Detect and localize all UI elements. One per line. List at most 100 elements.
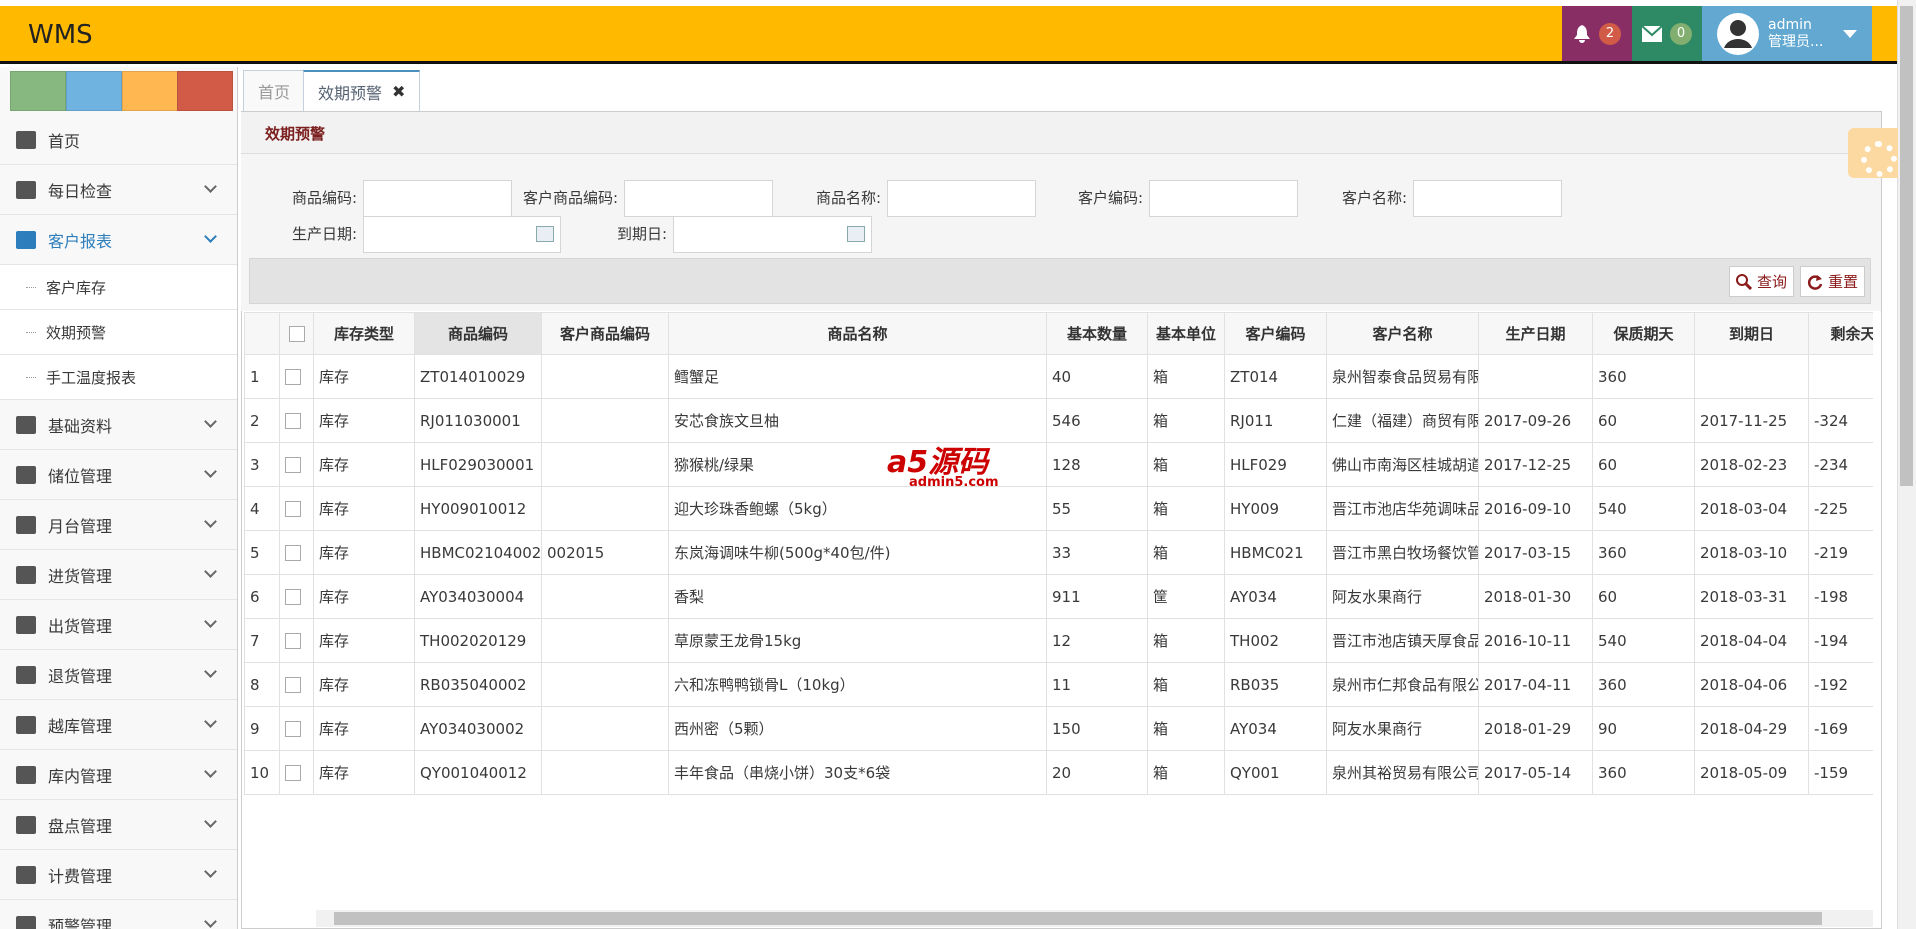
table-row[interactable]: 5 库存HBMC0210400201002015东岚海调味牛柳(500g*40包/…: [244, 530, 1873, 575]
row-checkbox: [279, 574, 314, 619]
tab[interactable]: 效期预警 ✖: [303, 70, 421, 112]
menu-item[interactable]: 储位管理: [0, 450, 237, 500]
menu-item[interactable]: 预警管理: [0, 900, 237, 929]
text-input[interactable]: [887, 180, 1036, 217]
cell: 猕猴桃/绿果: [668, 442, 1047, 487]
menu-label: 每日检查: [48, 181, 113, 201]
checkbox[interactable]: [285, 545, 301, 561]
column-header[interactable]: 客户编码: [1224, 312, 1327, 355]
text-input[interactable]: [624, 180, 773, 217]
column-header[interactable]: 客户名称: [1326, 312, 1479, 355]
cell: 2018-04-29: [1694, 706, 1809, 751]
shortcut-edit[interactable]: [66, 71, 122, 111]
menu-item[interactable]: 月台管理: [0, 500, 237, 550]
menu-item[interactable]: 盘点管理: [0, 800, 237, 850]
checkbox[interactable]: [285, 369, 301, 385]
button[interactable]: 重置: [1800, 266, 1866, 297]
column-header[interactable]: 商品编码: [414, 312, 542, 355]
tab[interactable]: 首页: [243, 70, 306, 112]
h-scroll-thumb[interactable]: [334, 912, 1822, 925]
text-input[interactable]: [1413, 180, 1562, 217]
column-header[interactable]: 基本单位: [1147, 312, 1225, 355]
checkbox[interactable]: [285, 765, 301, 781]
cell: HLF029030001: [414, 442, 542, 487]
shortcut-stats[interactable]: [10, 71, 66, 111]
cell: QY001040012: [414, 750, 542, 795]
menu-item[interactable]: 退货管理: [0, 650, 237, 700]
table-row[interactable]: 2 库存 RJ011030001 安芯食族文旦柚 546 箱 RJ011 仁建（福建）商贸有限…: [244, 398, 1873, 443]
cell: 香梨: [668, 574, 1047, 619]
checkbox[interactable]: [285, 677, 301, 693]
settings-button[interactable]: [1848, 128, 1898, 178]
submenu-item[interactable]: 效期预警: [0, 310, 237, 355]
checkbox[interactable]: [288, 326, 305, 342]
checkbox[interactable]: [285, 633, 301, 649]
date-input[interactable]: [363, 216, 561, 253]
checkbox[interactable]: [285, 501, 301, 517]
table-row[interactable]: 7 库存 TH002020129 草原蒙王龙骨15kg 12 箱 TH002 晋江市池店镇天厚…: [244, 618, 1873, 663]
checkbox[interactable]: [285, 457, 301, 473]
checkbox[interactable]: [285, 413, 301, 429]
column-header[interactable]: 商品名称: [668, 312, 1047, 355]
v-scroll-thumb[interactable]: [1900, 6, 1913, 486]
column-header[interactable]: 客户商品编码: [541, 312, 669, 355]
menu-icon: [16, 666, 36, 684]
cell: 20: [1046, 750, 1148, 795]
table-row[interactable]: 6 库存 AY034030004 香梨 911 筐 AY034 阿友水果商行 2018-01-3…: [244, 574, 1873, 619]
row-number: 9: [244, 706, 280, 751]
watermark: a5源码 admin5.com: [887, 437, 1027, 497]
table-row[interactable]: 4 库存 HY009010012 迎大珍珠香鲍螺（5kg） 55 箱 HY009 晋江市池店华…: [244, 486, 1873, 531]
menu-item[interactable]: 每日检查: [0, 165, 237, 215]
cell: [541, 750, 669, 795]
shortcut-settings[interactable]: [177, 71, 233, 111]
menu-chevron: [204, 615, 217, 628]
messages[interactable]: 0: [1632, 6, 1702, 61]
table-row[interactable]: 10 库存 QY001040012 丰年食品（串烧小饼）30支*6袋 20 箱 QY001 泉…: [244, 750, 1873, 795]
notifications[interactable]: 2: [1562, 6, 1632, 61]
menu-item[interactable]: 出货管理: [0, 600, 237, 650]
table-row[interactable]: 3 库存 HLF029030001 猕猴桃/绿果 128 箱 HLF029 佛山市南海区桂城胡…: [244, 442, 1873, 487]
table-row[interactable]: 9 库存 AY034030002 西州密（5颗） 150 箱 AY034 阿友水果商行 2018…: [244, 706, 1873, 751]
cell: -219: [1808, 530, 1873, 575]
submenu-item[interactable]: 手工温度报表: [0, 355, 237, 400]
table-row[interactable]: 1 库存 ZT014010029 鳕蟹足 40 箱 ZT014 泉州智泰食品贸易有限 360: [244, 354, 1873, 399]
column-header[interactable]: 库存类型: [313, 312, 415, 355]
table-row[interactable]: 8 库存 RB035040002 六和冻鸭鸭锁骨L（10kg） 11 箱 RB035 泉州市仁…: [244, 662, 1873, 707]
cell: TH002: [1224, 618, 1327, 663]
text-input[interactable]: [1149, 180, 1298, 217]
column-header[interactable]: 到期日: [1694, 312, 1809, 355]
menu-item[interactable]: 客户报表: [0, 215, 237, 265]
menu-chevron: [204, 765, 217, 778]
cell: 鳕蟹足: [668, 354, 1047, 399]
cell: 55: [1046, 486, 1148, 531]
column-header[interactable]: 生产日期: [1478, 312, 1593, 355]
column-header[interactable]: 基本数量: [1046, 312, 1148, 355]
menu-item[interactable]: 进货管理: [0, 550, 237, 600]
tab-close[interactable]: ✖: [392, 82, 406, 101]
menu-item[interactable]: 库内管理: [0, 750, 237, 800]
menu-icon: [16, 566, 36, 584]
checkbox[interactable]: [285, 721, 301, 737]
column-header[interactable]: 剩余天: [1808, 312, 1873, 355]
checkbox[interactable]: [285, 589, 301, 605]
menu-item[interactable]: 越库管理: [0, 700, 237, 750]
column-header[interactable]: 保质期天: [1592, 312, 1695, 355]
app-title: WMS: [28, 20, 93, 50]
row-checkbox: [279, 618, 314, 663]
cell: 库存: [313, 662, 415, 707]
watermark-site: admin5.com: [909, 475, 999, 490]
cell: 箱: [1147, 750, 1225, 795]
button[interactable]: 查询: [1729, 266, 1795, 297]
text-input[interactable]: [363, 180, 512, 217]
cell: 西州密（5颗）: [668, 706, 1047, 751]
date-input[interactable]: [673, 216, 872, 253]
menu-item[interactable]: 计费管理: [0, 850, 237, 900]
submenu-item[interactable]: 客户库存: [0, 265, 237, 310]
user-menu[interactable]: admin 管理员...: [1702, 6, 1872, 61]
menu-item[interactable]: 首页: [0, 115, 237, 165]
cell: 60: [1592, 574, 1695, 619]
menu-item[interactable]: 基础资料: [0, 400, 237, 450]
shortcut-users[interactable]: [122, 71, 178, 111]
row-checkbox: [279, 530, 314, 575]
cell: 泉州市仁邦食品有限公: [1326, 662, 1479, 707]
